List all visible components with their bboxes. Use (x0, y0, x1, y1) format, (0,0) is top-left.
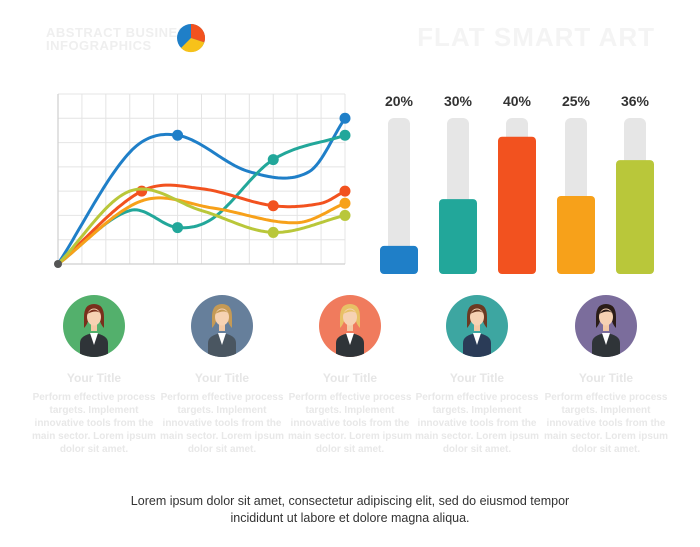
person-card-4: Your Title Perform effective process targ… (415, 295, 539, 456)
person-card-5: Your Title Perform effective process targ… (544, 295, 668, 456)
footer-line-2: incididunt ut labore et dolore magna ali… (230, 511, 470, 525)
person-title: Your Title (449, 371, 505, 385)
bar-value-label: 36% (621, 93, 650, 109)
line-marker (339, 129, 351, 141)
bar-fill (498, 136, 536, 274)
line-marker (339, 197, 351, 209)
person-description: Perform effective process targets. Imple… (32, 392, 156, 455)
line-chart-grid (57, 93, 346, 265)
person-card-3: Your Title Perform effective process targ… (288, 295, 412, 456)
avatar (191, 295, 253, 357)
person-description: Perform effective process targets. Imple… (415, 392, 539, 455)
bar-group-5: 36% (616, 93, 654, 274)
pie-chart-icon (177, 23, 206, 53)
line-series-path (56, 196, 347, 266)
header-title: ABSTRACT BUSINESS INFOGRAPHICS (46, 26, 196, 52)
bar-value-label: 40% (503, 93, 532, 109)
line-marker (267, 154, 279, 166)
origin-point (54, 260, 62, 268)
person-description: Perform effective process targets. Imple… (288, 392, 412, 455)
line-marker (339, 112, 351, 124)
line-marker (172, 222, 184, 234)
line-series-path (56, 116, 347, 266)
person-card-2: Your Title Perform effective process targ… (160, 295, 284, 456)
bar-fill (557, 196, 595, 274)
bar-chart: 20% 30% 40% 25% 36% (380, 93, 654, 274)
businesswoman-icon (592, 304, 620, 357)
businesswoman-icon (336, 304, 364, 357)
avatar (575, 295, 637, 357)
line-marker (267, 200, 279, 212)
person-title: Your Title (66, 371, 122, 385)
line-marker (339, 185, 351, 197)
bar-fill (439, 199, 477, 274)
bar-group-2: 30% (439, 93, 477, 274)
person-description: Perform effective process targets. Imple… (160, 392, 284, 455)
line-series-path (56, 187, 347, 266)
line-series-5 (56, 187, 351, 266)
businesswoman-icon (208, 304, 236, 357)
bar-fill (380, 245, 418, 274)
brand-label: FLAT SMART ART (417, 22, 655, 52)
footer-line-1: Lorem ipsum dolor sit amet, consectetur … (130, 494, 570, 508)
person-title: Your Title (322, 371, 378, 385)
businesswoman-icon (463, 304, 491, 357)
bar-value-label: 20% (385, 93, 414, 109)
line-series-2 (56, 129, 351, 266)
line-series-4 (56, 196, 351, 266)
line-series-1 (56, 112, 351, 266)
businesswoman-icon (80, 304, 108, 357)
bar-group-4: 25% (557, 93, 595, 274)
header-title-line-2: INFOGRAPHICS (46, 38, 152, 53)
line-chart (54, 93, 351, 268)
bar-group-3: 40% (498, 93, 536, 274)
bar-fill (616, 160, 654, 274)
line-marker (172, 129, 184, 141)
line-marker (339, 209, 351, 221)
bar-group-1: 20% (380, 93, 418, 274)
avatar (446, 295, 508, 357)
line-marker (136, 185, 148, 197)
person-card-1: Your Title Perform effective process targ… (32, 295, 156, 456)
person-title: Your Title (194, 371, 250, 385)
line-marker (267, 226, 279, 238)
line-series-path (56, 183, 347, 266)
footer-text: Lorem ipsum dolor sit amet, consectetur … (90, 493, 610, 527)
avatar (63, 295, 125, 357)
person-description: Perform effective process targets. Imple… (544, 392, 668, 455)
bar-track (388, 118, 410, 274)
person-title: Your Title (578, 371, 634, 385)
avatar (319, 295, 381, 357)
bar-value-label: 30% (444, 93, 473, 109)
bar-value-label: 25% (562, 93, 591, 109)
header-title-line-1: ABSTRACT BUSINESS (46, 25, 197, 40)
